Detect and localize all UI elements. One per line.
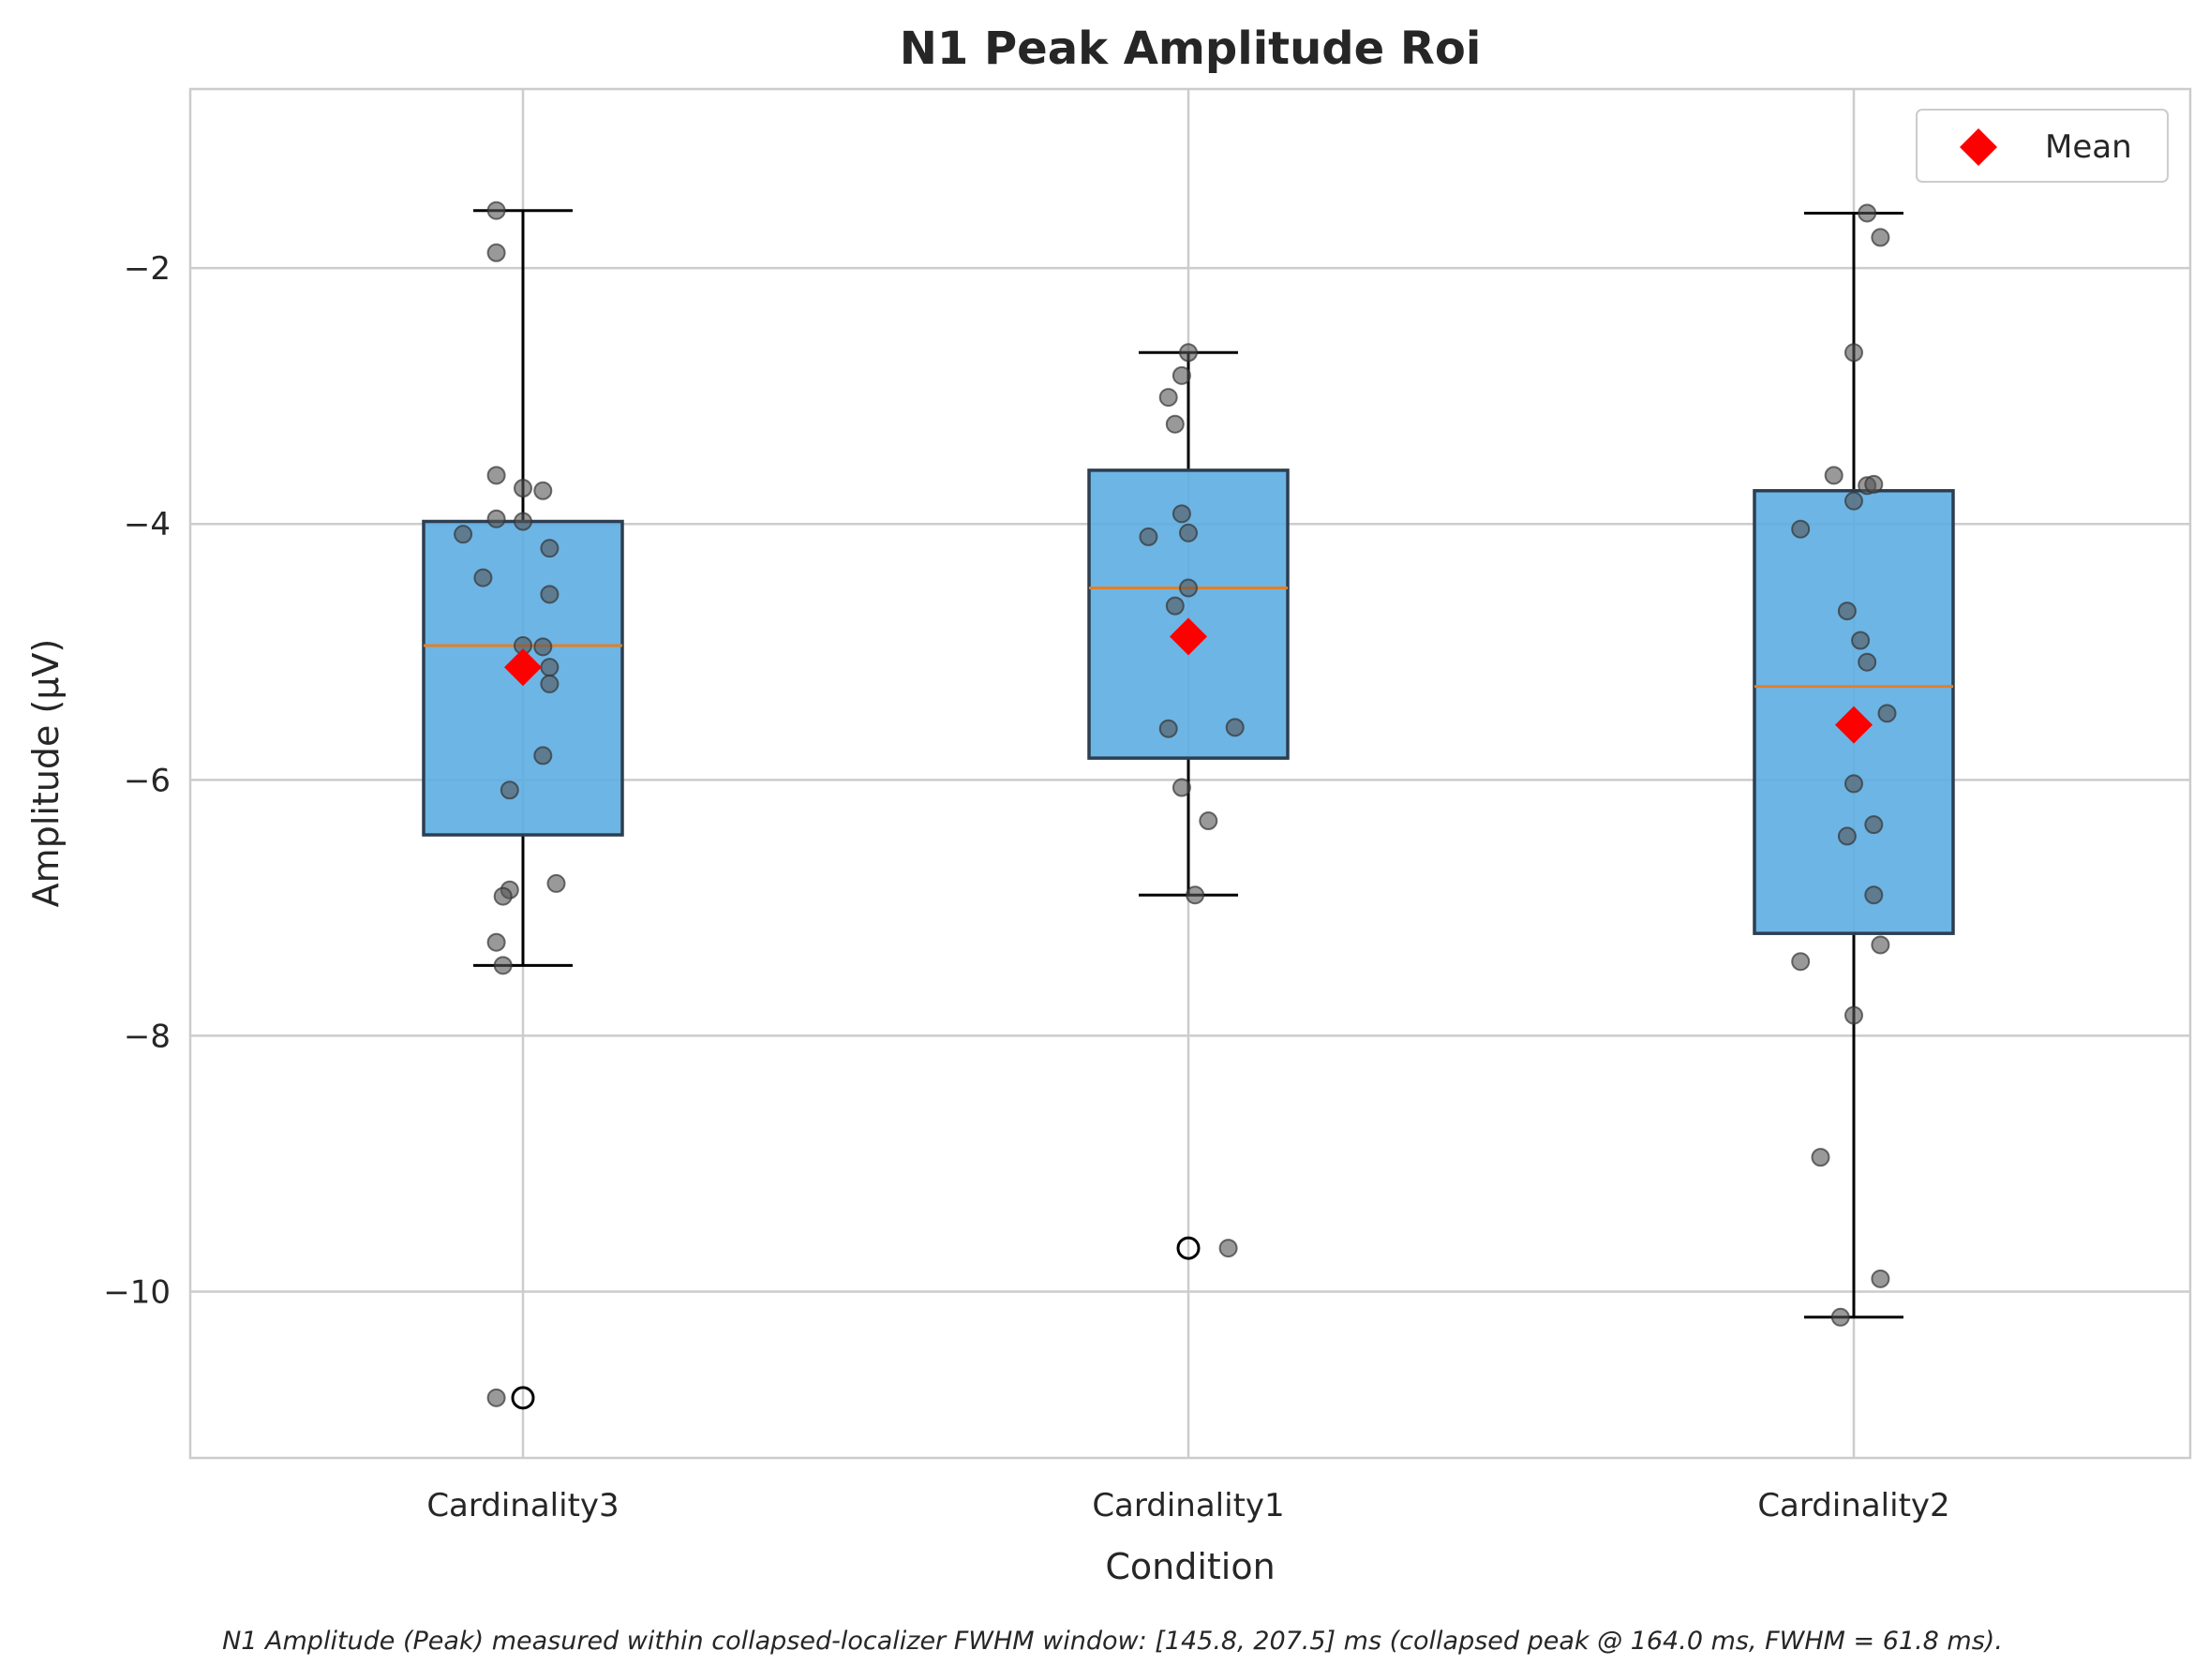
x-tick-label: Cardinality3 (426, 1487, 619, 1524)
data-point (540, 674, 560, 693)
data-point (1179, 523, 1198, 543)
data-point (1158, 719, 1178, 738)
data-point (1218, 1239, 1238, 1258)
data-point (1877, 704, 1897, 723)
x-tick-label: Cardinality1 (1092, 1487, 1284, 1524)
data-point (454, 525, 473, 544)
data-point (1844, 343, 1863, 363)
data-point (1844, 774, 1863, 794)
legend-mean-marker (1960, 128, 1997, 166)
data-point (1158, 388, 1178, 408)
data-point (533, 481, 553, 500)
data-point (1864, 474, 1884, 494)
y-tick-label: −10 (103, 1273, 171, 1311)
data-point (1844, 1005, 1863, 1025)
data-point (1830, 1307, 1850, 1327)
data-point (1179, 343, 1198, 363)
chart-title: N1 Peak Amplitude Roi (900, 22, 1482, 75)
outlier-marker (511, 1386, 535, 1410)
data-point (1871, 935, 1890, 955)
data-point (486, 509, 506, 528)
data-point (1871, 1269, 1890, 1288)
outlier-marker (1176, 1236, 1201, 1260)
y-tick-label: −4 (124, 506, 171, 543)
data-point (1791, 519, 1811, 539)
data-point (1186, 885, 1205, 905)
data-point (540, 658, 560, 677)
data-point (493, 886, 513, 906)
data-point (486, 466, 506, 485)
data-points (454, 201, 1897, 1407)
data-point (1824, 466, 1843, 485)
mean-marker (1835, 706, 1873, 744)
data-point (1139, 527, 1158, 546)
data-point (1811, 1148, 1830, 1167)
y-axis-label: Amplitude (µV) (25, 639, 67, 908)
data-point (1172, 365, 1191, 385)
data-point (486, 243, 506, 262)
x-axis-label: Condition (1105, 1546, 1275, 1587)
data-point (486, 932, 506, 952)
data-point (1165, 414, 1185, 434)
data-point (1871, 228, 1890, 247)
data-point (514, 479, 532, 498)
data-point (486, 1388, 506, 1407)
mean-marker (504, 648, 542, 687)
data-point (514, 512, 532, 531)
data-point (1791, 952, 1811, 972)
y-tick-label: −6 (124, 762, 171, 799)
data-point (1864, 885, 1884, 905)
data-point (1837, 602, 1857, 621)
mean-marker (1170, 617, 1207, 656)
data-point (1172, 504, 1191, 524)
data-point (1225, 718, 1245, 737)
plot-frame (188, 87, 2192, 1460)
data-point (1858, 203, 1877, 223)
data-point (1179, 578, 1198, 598)
data-point (1844, 491, 1863, 511)
chart-caption: N1 Amplitude (Peak) measured within coll… (222, 1627, 2003, 1656)
y-tick-label: −8 (124, 1018, 171, 1055)
data-point (500, 781, 519, 800)
data-point (1837, 826, 1857, 846)
data-point (1165, 596, 1185, 616)
data-point (540, 539, 560, 558)
data-point (533, 746, 553, 766)
data-point (540, 585, 560, 604)
data-point (533, 637, 553, 657)
tick-labels: −2 −4 −6 −8 −10 Cardinality3 Cardinality1 Cardi… (103, 250, 1949, 1524)
legend-mean-label: Mean (2045, 128, 2132, 166)
x-tick-label: Cardinality2 (1757, 1487, 1949, 1524)
y-tick-label: −2 (124, 250, 171, 288)
data-point (546, 873, 566, 893)
data-point (1172, 778, 1191, 797)
data-point (1858, 652, 1877, 672)
data-point (486, 201, 506, 220)
data-point (473, 568, 493, 587)
data-point (493, 956, 513, 975)
legend: Mean (1916, 109, 2169, 183)
data-point (1864, 815, 1884, 835)
data-point (1199, 811, 1218, 831)
data-point (1851, 631, 1871, 650)
